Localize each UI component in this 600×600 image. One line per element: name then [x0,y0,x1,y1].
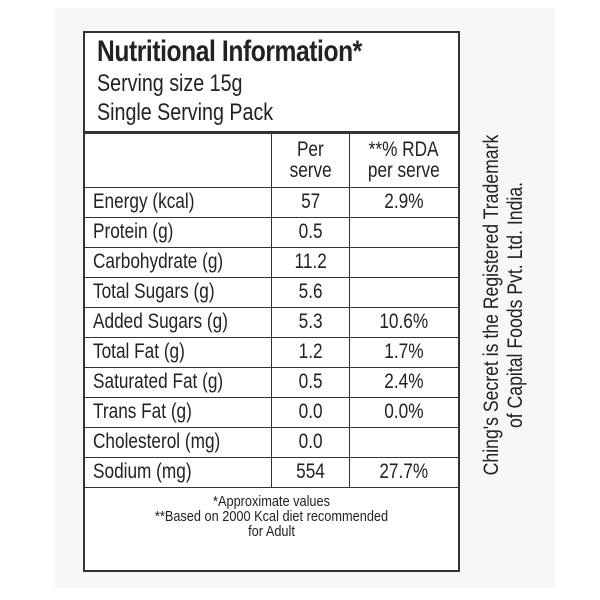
per-serve-value: 0.0 [298,400,323,423]
rda-value: 2.4% [384,370,424,393]
per-serve-header-line2: serve [289,159,332,182]
rda-header-line2: per serve [368,159,440,182]
table-row: Cholesterol (mg) 0.0 [85,427,458,458]
nutrient-name: Protein (g) [93,220,174,243]
table-row: Saturated Fat (g) 0.5 2.4% [85,367,458,398]
rda-value: 27.7% [379,460,429,483]
table-row: Carbohydrate (g) 11.2 [85,247,458,278]
rda-value: 2.9% [384,190,424,213]
per-serve-column-header: Per serve [271,133,350,188]
nutrient-name: Total Sugars (g) [93,280,215,303]
nutrient-name: Trans Fat (g) [93,400,192,423]
footnotes: *Approximate values **Based on 2000 Kcal… [85,488,458,539]
per-serve-value: 554 [296,460,325,483]
per-serve-header-line1: Per [297,138,324,161]
trademark-line-1: Ching's Secret is the Registered Tradema… [480,134,503,476]
rda-value: 1.7% [384,340,424,363]
nutrient-name: Carbohydrate (g) [93,250,224,273]
per-serve-value: 5.3 [298,310,323,333]
rda-header-line1: **% RDA [369,138,439,161]
table-row: Total Sugars (g) 5.6 [85,277,458,308]
per-serve-value: 5.6 [298,280,323,303]
trademark-line-2: of Capital Foods Pvt. Ltd. India. [504,181,527,429]
nutrient-name: Saturated Fat (g) [93,370,224,393]
serving-size: Serving size 15g [97,70,243,97]
rda-value: 10.6% [379,310,429,333]
nutrition-label: Nutritional Information* Serving size 15… [83,31,460,572]
footnote-rda-basis: **Based on 2000 Kcal diet recommended [154,508,389,525]
per-serve-value: 0.0 [298,430,323,453]
per-serve-value: 1.2 [298,340,323,363]
rda-value: 0.0% [384,400,424,423]
nutrient-name: Total Fat (g) [93,340,185,363]
per-serve-value: 0.5 [298,220,323,243]
label-title: Nutritional Information* [97,35,362,68]
rda-column-header: **% RDA per serve [349,133,458,188]
per-serve-value: 0.5 [298,370,323,393]
per-serve-value: 11.2 [294,250,327,273]
nutrient-column-header [85,133,272,188]
footnote-adult: for Adult [248,523,295,540]
table-row: Total Fat (g) 1.2 1.7% [85,337,458,368]
label-header: Nutritional Information* Serving size 15… [85,33,458,133]
footnote-approximate: *Approximate values [213,493,330,510]
table-row: Protein (g) 0.5 [85,217,458,248]
nutrient-name: Sodium (mg) [93,460,192,483]
nutrition-table: Per serve **% RDA per serve Energy (kcal… [85,133,458,488]
table-header-row: Per serve **% RDA per serve [85,133,458,188]
table-row: Added Sugars (g) 5.3 10.6% [85,307,458,338]
nutrient-name: Added Sugars (g) [93,310,228,333]
per-serve-value: 57 [300,190,321,213]
trademark-notice: Ching's Secret is the Registered Tradema… [480,65,528,545]
pack-type: Single Serving Pack [97,99,274,126]
table-row: Trans Fat (g) 0.0 0.0% [85,397,458,428]
nutrient-name: Energy (kcal) [93,190,195,213]
nutrient-name: Cholesterol (mg) [93,430,221,453]
table-row: Energy (kcal) 57 2.9% [85,187,458,218]
table-row: Sodium (mg) 554 27.7% [85,457,458,488]
